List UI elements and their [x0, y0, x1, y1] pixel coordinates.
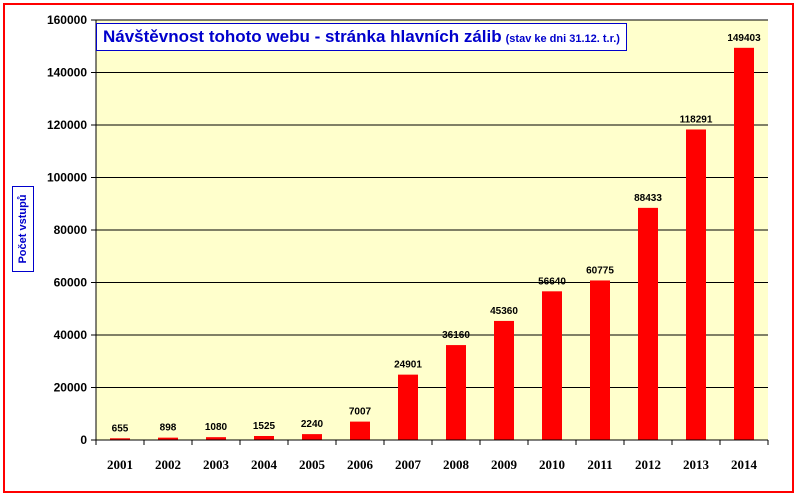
x-tick-label: 2006 — [347, 457, 374, 472]
data-label: 36160 — [442, 330, 470, 341]
x-tick-label: 2014 — [731, 457, 758, 472]
y-tick-label: 100000 — [47, 171, 87, 185]
x-tick-label: 2003 — [203, 457, 230, 472]
chart-title: Návštěvnost tohoto webu - stránka hlavní… — [103, 27, 502, 46]
y-tick-label: 80000 — [54, 223, 88, 237]
data-label: 60775 — [586, 265, 614, 276]
bar — [446, 345, 466, 440]
y-tick-label: 120000 — [47, 118, 87, 132]
bar — [494, 320, 514, 440]
data-label: 56640 — [538, 276, 566, 287]
y-tick-label: 160000 — [47, 13, 87, 27]
bar — [638, 207, 658, 440]
bar — [398, 374, 418, 440]
y-tick-label: 40000 — [54, 328, 88, 342]
bar — [734, 47, 754, 440]
y-tick-label: 60000 — [54, 276, 88, 290]
y-axis-label: Počet vstupů — [17, 194, 29, 264]
y-tick-label: 20000 — [54, 381, 88, 395]
bar — [590, 280, 610, 440]
bar — [158, 437, 178, 440]
chart-subtitle: (stav ke dni 31.12. t.r.) — [505, 33, 620, 45]
data-label: 45360 — [490, 306, 518, 317]
bar — [686, 129, 706, 440]
data-label: 118291 — [680, 114, 713, 125]
x-tick-label: 2008 — [443, 457, 470, 472]
y-tick-label: 140000 — [47, 66, 87, 80]
data-label: 24901 — [394, 360, 422, 371]
chart-title-box: Návštěvnost tohoto webu - stránka hlavní… — [96, 23, 627, 51]
bar — [542, 291, 562, 440]
x-tick-label: 2010 — [539, 457, 565, 472]
data-label: 898 — [160, 423, 177, 434]
y-axis-label-box: Počet vstupů — [12, 186, 34, 272]
data-label: 2240 — [301, 419, 324, 430]
x-tick-label: 2001 — [107, 457, 133, 472]
x-tick-label: 2009 — [491, 457, 518, 472]
x-tick-label: 2013 — [683, 457, 710, 472]
data-label: 149403 — [727, 33, 761, 44]
bar — [110, 438, 130, 440]
bar — [350, 421, 370, 440]
x-tick-label: 2002 — [155, 457, 181, 472]
data-label: 1080 — [205, 422, 228, 433]
data-label: 88433 — [634, 193, 662, 204]
x-tick-label: 2004 — [251, 457, 278, 472]
x-tick-label: 2007 — [395, 457, 422, 472]
x-tick-label: 2012 — [635, 457, 661, 472]
x-tick-label: 2005 — [299, 457, 326, 472]
data-label: 7007 — [349, 407, 372, 418]
data-label: 655 — [112, 423, 129, 434]
y-tick-label: 0 — [80, 433, 87, 447]
bar — [302, 434, 322, 440]
data-label: 1525 — [253, 421, 276, 432]
bar — [254, 435, 274, 440]
x-tick-label: 2011 — [587, 457, 612, 472]
bar — [206, 437, 226, 440]
